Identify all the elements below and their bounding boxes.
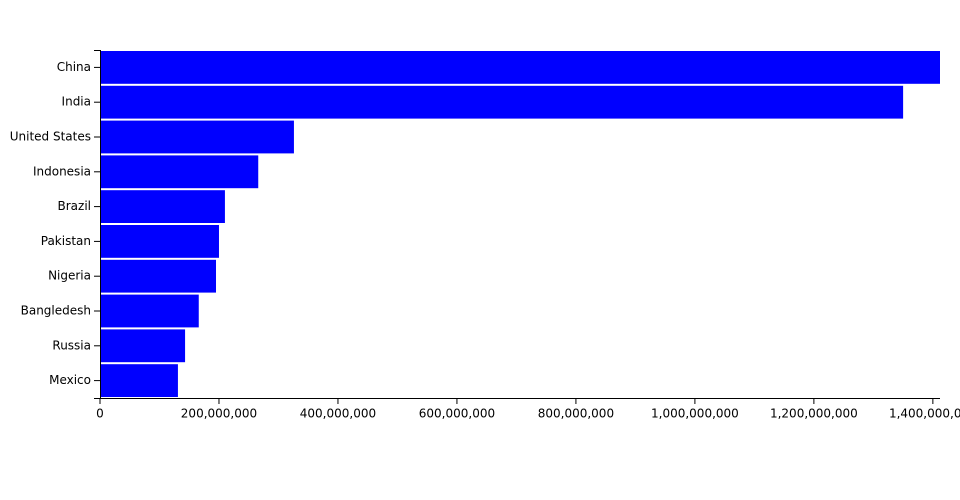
bar — [100, 294, 199, 328]
bar — [100, 155, 259, 189]
y-tick-label: Bangledesh — [21, 304, 91, 318]
x-tick-label: 1,400,000,000 — [889, 407, 960, 421]
x-tick-label: 600,000,000 — [419, 407, 495, 421]
x-tick-label: 400,000,000 — [300, 407, 376, 421]
y-tick-label: Pakistan — [41, 234, 91, 248]
y-tick-label: Mexico — [49, 373, 91, 387]
y-tick-label: United States — [10, 130, 91, 144]
bar — [100, 85, 904, 119]
y-tick-label: China — [57, 60, 91, 74]
x-tick-label: 1,200,000,000 — [770, 407, 858, 421]
x-tick-label: 200,000,000 — [181, 407, 257, 421]
y-tick-label: Nigeria — [48, 269, 91, 283]
bar — [100, 329, 186, 363]
y-tick-label: Russia — [52, 338, 91, 352]
y-tick-label: Indonesia — [33, 164, 91, 178]
x-tick-label: 800,000,000 — [538, 407, 614, 421]
bar — [100, 225, 219, 258]
y-axis — [94, 50, 101, 399]
y-tick-label: India — [62, 95, 91, 109]
bar — [100, 120, 294, 154]
bar — [100, 190, 225, 223]
bar — [100, 51, 940, 84]
y-tick-label: Brazil — [58, 199, 92, 213]
bar — [100, 259, 217, 293]
x-tick-label: 1,000,000,000 — [651, 407, 739, 421]
bar — [100, 364, 178, 397]
x-tick-label: 0 — [96, 407, 104, 421]
